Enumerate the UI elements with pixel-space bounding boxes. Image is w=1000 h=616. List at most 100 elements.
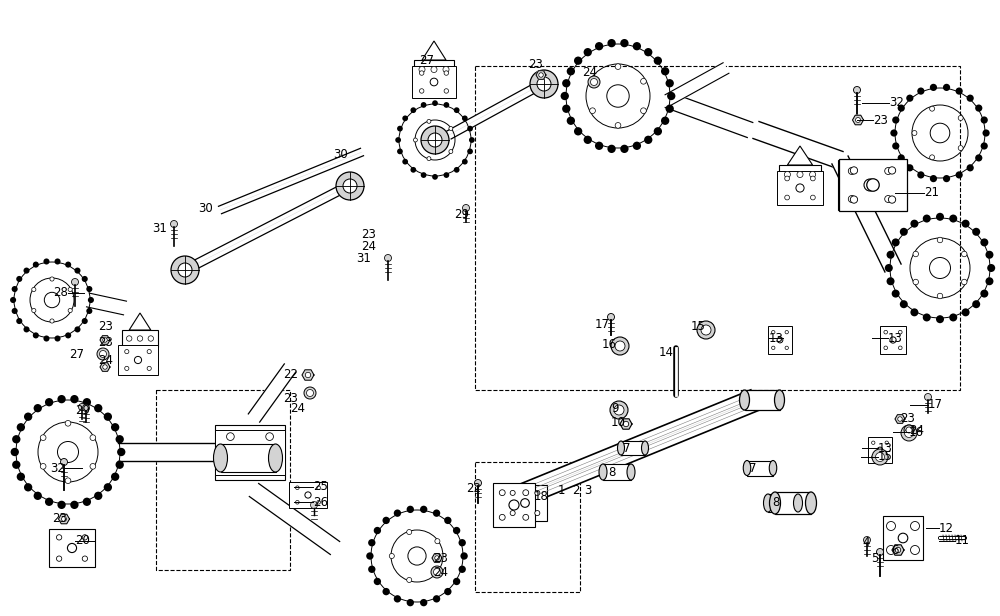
Circle shape (459, 539, 466, 546)
Circle shape (296, 486, 299, 490)
Circle shape (227, 433, 234, 440)
Text: 21: 21 (924, 187, 939, 200)
Circle shape (40, 435, 46, 440)
Circle shape (876, 548, 884, 556)
Circle shape (777, 337, 783, 343)
Circle shape (906, 95, 913, 102)
Circle shape (394, 595, 401, 602)
Text: 23: 23 (528, 59, 543, 71)
Bar (768, 326, 792, 354)
Circle shape (949, 314, 957, 322)
Text: 25: 25 (313, 480, 328, 493)
Circle shape (887, 277, 895, 285)
Circle shape (796, 184, 804, 192)
Circle shape (567, 67, 575, 75)
Circle shape (435, 569, 440, 573)
Circle shape (608, 314, 614, 320)
Circle shape (397, 126, 403, 131)
Text: 9: 9 (612, 402, 619, 415)
Circle shape (10, 297, 16, 303)
Circle shape (82, 276, 88, 282)
Circle shape (982, 129, 990, 137)
Circle shape (44, 293, 60, 308)
Ellipse shape (806, 492, 816, 514)
Polygon shape (100, 336, 110, 344)
Circle shape (584, 48, 592, 56)
Bar (777, 171, 823, 205)
Circle shape (111, 423, 119, 431)
Circle shape (864, 179, 876, 191)
Circle shape (890, 129, 898, 137)
Circle shape (975, 155, 982, 161)
Circle shape (872, 456, 875, 459)
Circle shape (864, 537, 870, 543)
Bar (839, 159, 907, 211)
Circle shape (889, 523, 895, 529)
Circle shape (810, 171, 816, 177)
Polygon shape (220, 444, 276, 472)
Circle shape (12, 461, 20, 469)
Circle shape (523, 514, 529, 521)
Circle shape (884, 346, 888, 350)
Circle shape (12, 435, 20, 444)
Polygon shape (895, 415, 905, 423)
Text: 32: 32 (889, 97, 904, 110)
Circle shape (967, 164, 974, 171)
Text: 24: 24 (909, 424, 924, 437)
Circle shape (421, 102, 426, 108)
Circle shape (898, 330, 902, 334)
Circle shape (623, 421, 629, 427)
Circle shape (980, 290, 988, 298)
Circle shape (562, 79, 570, 87)
Text: 17: 17 (928, 399, 943, 411)
Circle shape (43, 259, 50, 264)
Circle shape (45, 498, 53, 506)
Circle shape (956, 171, 963, 179)
Polygon shape (249, 484, 340, 554)
Circle shape (615, 63, 621, 70)
Text: 22: 22 (283, 368, 298, 381)
Circle shape (785, 195, 790, 200)
Circle shape (368, 565, 375, 573)
Text: 30: 30 (198, 201, 213, 214)
Circle shape (610, 401, 628, 419)
Circle shape (407, 577, 412, 583)
Text: 28: 28 (53, 286, 68, 299)
Bar (779, 165, 821, 184)
Circle shape (433, 509, 440, 517)
Circle shape (23, 267, 30, 274)
Text: 4: 4 (862, 537, 870, 549)
Circle shape (462, 205, 470, 211)
Circle shape (898, 417, 902, 421)
Circle shape (509, 500, 519, 510)
Circle shape (848, 168, 855, 174)
Circle shape (937, 293, 943, 299)
Circle shape (88, 297, 94, 303)
Text: 24: 24 (98, 354, 113, 367)
Circle shape (467, 126, 473, 131)
Circle shape (961, 279, 967, 285)
Circle shape (930, 106, 935, 111)
Text: 23: 23 (52, 513, 67, 525)
Circle shape (443, 67, 449, 73)
Circle shape (890, 337, 896, 343)
Circle shape (266, 433, 273, 440)
Circle shape (615, 123, 621, 128)
Circle shape (850, 167, 858, 174)
Circle shape (68, 288, 72, 291)
Circle shape (644, 136, 652, 144)
Circle shape (374, 578, 381, 585)
Circle shape (40, 463, 46, 469)
Circle shape (848, 195, 855, 203)
Circle shape (103, 365, 107, 369)
Text: 29: 29 (454, 208, 469, 221)
Circle shape (317, 486, 320, 490)
Polygon shape (665, 63, 729, 105)
Circle shape (784, 171, 790, 177)
Polygon shape (87, 293, 126, 315)
Text: 24: 24 (433, 567, 448, 580)
Circle shape (904, 425, 914, 435)
Polygon shape (536, 71, 546, 79)
Circle shape (147, 349, 151, 354)
Circle shape (306, 389, 314, 397)
